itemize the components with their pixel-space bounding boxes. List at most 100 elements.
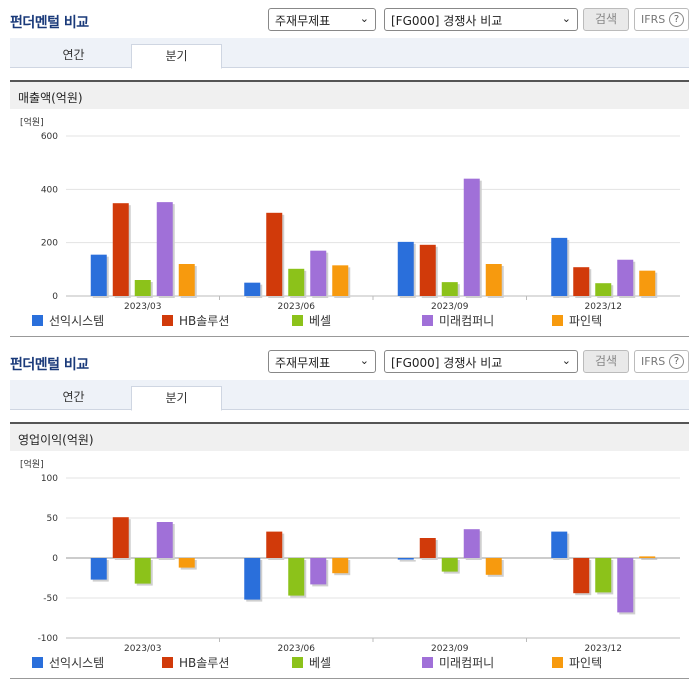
legend-item[interactable]: 베셀 [292,655,331,671]
legend-swatch [292,657,303,668]
bar [463,178,480,296]
bar [441,558,458,572]
legend-item[interactable]: 선익시스템 [32,655,104,671]
ifrs-label: IFRS [641,13,666,26]
bar [178,558,195,568]
legend-item[interactable]: 선익시스템 [32,313,104,329]
x-tick-label: 2023/03 [124,302,161,312]
chevron-down-icon: ⌄ [561,354,571,367]
sales-bar-chart: [억원] 0 200 400 600 2023/03 2023/06 2023/09 2023/… [20,116,680,312]
legend-label: 미래컴퍼니 [439,314,495,328]
bar-shadow [641,558,658,560]
bar [310,250,327,296]
chart-legend: 선익시스템 HB솔루션 베셀 미래컴퍼니 파인텍 [10,653,689,673]
legend-item[interactable]: HB솔루션 [162,313,229,329]
bar [441,282,458,296]
panel-title: 펀더멘털 비교 [10,357,89,373]
legend-swatch [162,657,173,668]
bar [419,538,436,558]
bar [266,531,283,558]
y-tick-label: 0 [52,554,58,564]
operating-profit-bar-chart: [억원] -100 -50 0 50 100 2023/03 2023/06 2023/09 20… [20,458,680,654]
bar-shadow [399,560,416,562]
bar [288,268,305,296]
bar [485,558,502,575]
legend-item[interactable]: 파인텍 [552,655,602,671]
legend-item[interactable]: 베셀 [292,313,331,329]
search-button[interactable]: 검색 [583,350,629,373]
bar [156,522,173,558]
divider [10,678,689,679]
chevron-down-icon: ⌄ [359,354,369,367]
bar [244,282,261,296]
help-icon[interactable]: ? [669,12,684,27]
bar [573,558,590,594]
tab-annual[interactable]: 연간 [62,48,85,62]
statement-select[interactable]: 주재무제표 ⌄ [268,8,376,31]
legend-item[interactable]: 파인텍 [552,313,602,329]
bar [332,265,349,296]
section-header: 영업이익(억원) [10,422,689,451]
legend-label: 선익시스템 [49,314,105,328]
y-tick-label: 200 [41,239,58,249]
legend-label: 파인텍 [569,314,603,328]
tab-quarterly[interactable]: 분기 [131,386,222,411]
legend-swatch [552,315,563,326]
y-tick-label: 600 [41,132,58,142]
peer-group-select[interactable]: [FG000] 경쟁사 비교 ⌄ [384,8,578,31]
period-tabs: 연간 분기 [10,38,689,69]
divider [10,336,689,337]
chevron-down-icon: ⌄ [359,12,369,25]
legend-swatch [422,315,433,326]
ifrs-button[interactable]: IFRS ? [634,350,689,373]
panel-title: 펀더멘털 비교 [10,15,89,31]
statement-select-value: 주재무제표 [275,14,331,28]
bar [90,254,107,296]
bar [134,280,151,296]
tab-annual[interactable]: 연간 [62,390,85,404]
bar [595,283,612,296]
bar [112,203,129,296]
x-tick-label: 2023/09 [431,302,469,312]
legend-swatch [422,657,433,668]
chevron-down-icon: ⌄ [561,12,571,25]
y-tick-label: -100 [38,634,59,644]
legend-item[interactable]: 미래컴퍼니 [422,655,494,671]
bar [551,237,568,296]
bar [397,558,414,560]
legend-label: 미래컴퍼니 [439,656,495,670]
y-tick-label: 400 [41,185,58,195]
tab-quarterly[interactable]: 분기 [131,44,222,69]
legend-item[interactable]: 미래컴퍼니 [422,313,494,329]
unit-label: [억원] [20,116,44,128]
y-tick-label: -50 [43,594,58,604]
legend-label: 베셀 [309,314,332,328]
bar [617,259,634,296]
chart-legend: 선익시스템 HB솔루션 베셀 미래컴퍼니 파인텍 [10,311,689,331]
statement-select-value: 주재무제표 [275,356,331,370]
bar [419,244,436,296]
bar [397,241,414,296]
bar [266,212,283,296]
legend-swatch [162,315,173,326]
x-tick-label: 2023/09 [431,644,469,654]
x-tick-label: 2023/12 [585,644,622,654]
x-tick-label: 2023/06 [278,644,316,654]
y-tick-label: 0 [52,292,58,302]
legend-item[interactable]: HB솔루션 [162,655,229,671]
bar [332,558,349,574]
y-tick-label: 100 [41,474,58,484]
bar [156,202,173,296]
search-button[interactable]: 검색 [583,8,629,31]
bar [617,558,634,613]
legend-label: 베셀 [309,656,332,670]
peer-group-select[interactable]: [FG000] 경쟁사 비교 ⌄ [384,350,578,373]
statement-select[interactable]: 주재무제표 ⌄ [268,350,376,373]
bar [112,517,129,558]
bar [90,558,107,580]
help-icon[interactable]: ? [669,354,684,369]
ifrs-button[interactable]: IFRS ? [634,8,689,31]
peer-group-select-value: [FG000] 경쟁사 비교 [391,356,503,370]
legend-swatch [292,315,303,326]
y-tick-label: 50 [47,514,59,524]
